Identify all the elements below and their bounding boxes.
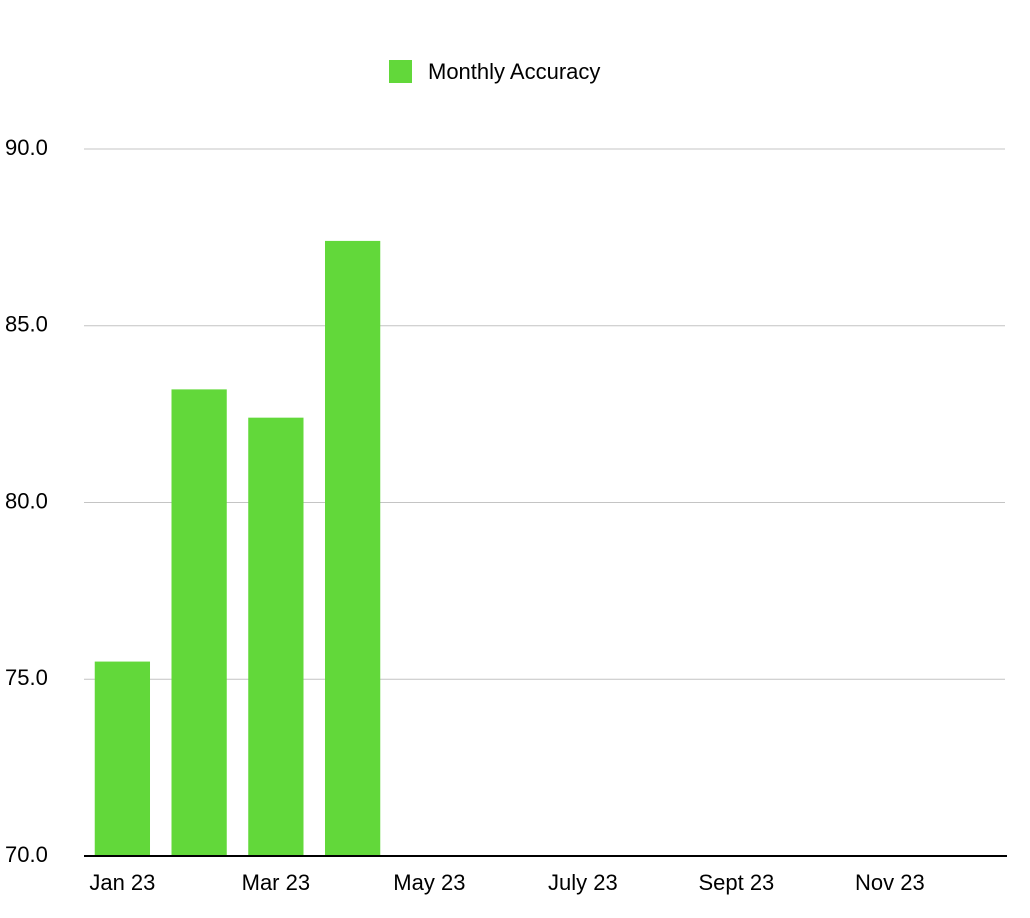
bar (94, 661, 151, 856)
legend-label: Monthly Accuracy (428, 59, 600, 84)
bar (324, 240, 381, 856)
x-tick-label: Sept 23 (698, 870, 774, 895)
x-tick-label: July 23 (548, 870, 618, 895)
y-tick-label: 80.0 (5, 488, 48, 513)
bar (171, 389, 227, 856)
y-tick-label: 85.0 (5, 312, 48, 337)
legend-swatch (389, 60, 412, 83)
x-tick-label: Nov 23 (855, 870, 925, 895)
y-tick-label: 70.0 (5, 842, 48, 867)
x-tick-label: Jan 23 (89, 870, 155, 895)
x-tick-label: May 23 (393, 870, 465, 895)
y-tick-label: 75.0 (5, 665, 48, 690)
bar (248, 417, 304, 856)
y-tick-label: 90.0 (5, 135, 48, 160)
x-tick-label: Mar 23 (242, 870, 310, 895)
